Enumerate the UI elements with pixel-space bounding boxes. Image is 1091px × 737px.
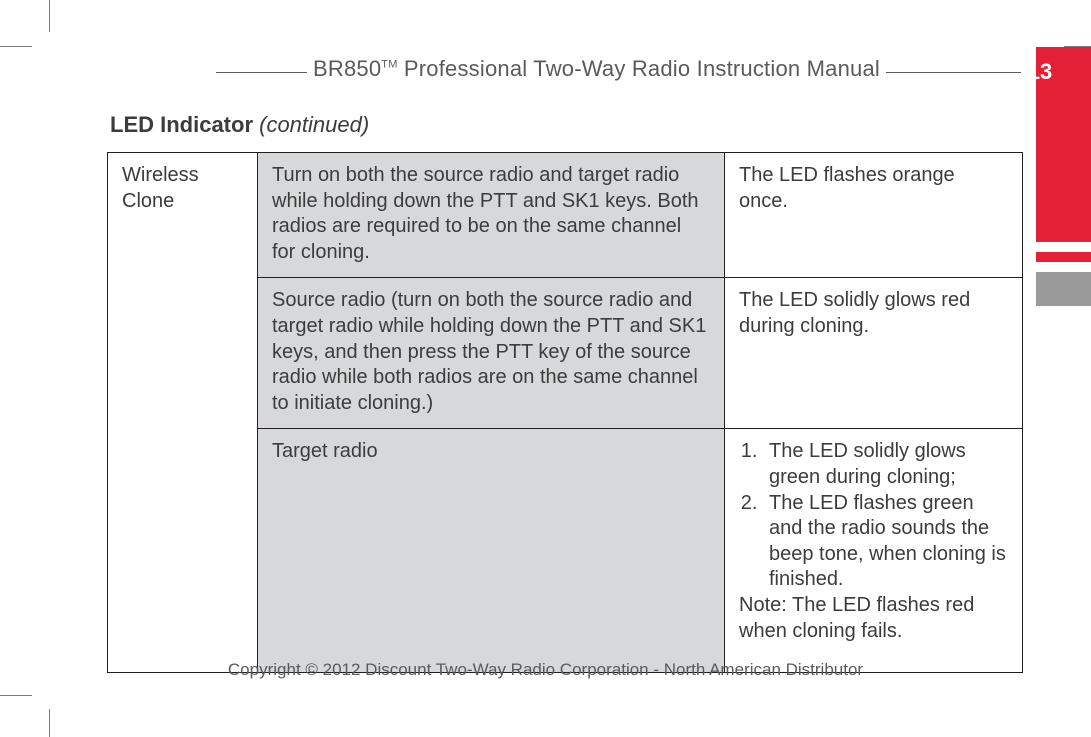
led-indicator-table: Wireless CloneTurn on both the source ra… — [107, 152, 1023, 673]
side-tab — [1036, 272, 1091, 306]
cropmark — [49, 709, 50, 737]
note-text: Note: The LED flashes red when cloning f… — [739, 593, 1008, 644]
cropmark — [0, 46, 32, 47]
header-title: BR850TM Professional Two-Way Radio Instr… — [307, 56, 886, 82]
cropmark — [0, 695, 32, 696]
row-label: Wireless Clone — [108, 153, 258, 673]
list-item: The LED flashes green and the radio soun… — [763, 491, 1008, 593]
description-cell: Turn on both the source radio and target… — [258, 153, 725, 278]
side-tab — [1036, 252, 1091, 262]
led-cell: The LED solidly glows green during cloni… — [725, 429, 1023, 673]
copyright-footer: Copyright © 2012 Discount Two-Way Radio … — [0, 660, 1091, 680]
cropmark — [49, 0, 50, 32]
side-tab — [1036, 242, 1091, 252]
section-title: LED Indicator (continued) — [110, 112, 369, 138]
led-cell: The LED solidly glows red during cloning… — [725, 278, 1023, 429]
side-tab — [1036, 262, 1091, 272]
description-cell: Target radio — [258, 429, 725, 673]
table-row: Wireless CloneTurn on both the source ra… — [108, 153, 1023, 278]
list-item: The LED solidly glows green during cloni… — [763, 439, 1008, 490]
page-number: 13 — [1022, 59, 1058, 85]
led-cell: The LED flashes orange once. — [725, 153, 1023, 278]
description-cell: Source radio (turn on both the source ra… — [258, 278, 725, 429]
